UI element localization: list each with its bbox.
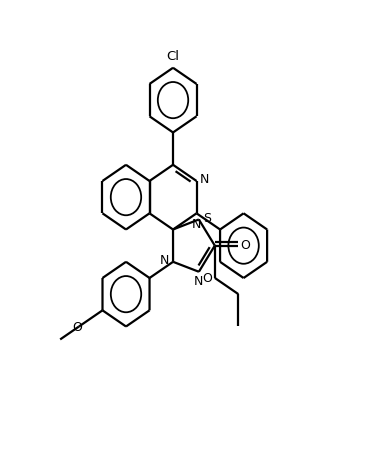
Text: O: O: [202, 272, 212, 285]
Text: Cl: Cl: [166, 50, 179, 63]
Text: N: N: [192, 217, 201, 230]
Text: S: S: [203, 211, 211, 224]
Text: N: N: [194, 275, 204, 288]
Text: O: O: [240, 238, 250, 251]
Text: O: O: [72, 320, 82, 333]
Text: N: N: [200, 173, 209, 186]
Text: N: N: [160, 253, 169, 267]
